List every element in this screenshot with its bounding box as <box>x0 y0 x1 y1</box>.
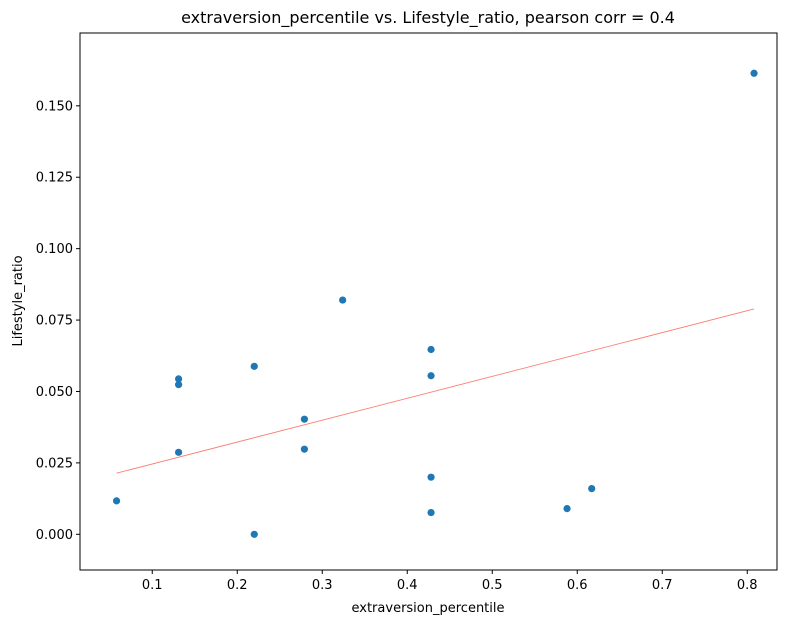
plot-frame <box>79 32 778 571</box>
x-tick-label: 0.4 <box>397 578 418 593</box>
scatter-point <box>427 372 435 380</box>
scatter-point <box>588 484 596 493</box>
scatter-point <box>175 381 183 389</box>
x-axis-label: extraversion_percentile <box>352 601 505 616</box>
scatter-point <box>175 448 183 456</box>
x-tick-label: 0.2 <box>227 578 248 593</box>
x-tick-label: 0.5 <box>482 578 503 593</box>
scatter-point <box>175 375 183 383</box>
scatter-point <box>300 415 308 423</box>
scatter-point <box>250 362 258 370</box>
y-tick-label: 0.050 <box>36 385 73 400</box>
scatter-point <box>427 473 435 481</box>
trendline-layer <box>116 308 755 474</box>
scatter-point <box>563 504 571 513</box>
scatter-point <box>750 69 758 77</box>
x-tick-label: 0.6 <box>567 578 588 593</box>
x-axis-ticks: 0.1 0.2 0.3 0.4 0.5 0.6 0.7 0.8 <box>142 570 758 593</box>
y-tick-label: 0.075 <box>36 314 73 329</box>
y-tick-label: 0.025 <box>36 456 73 471</box>
y-tick-label: 0.100 <box>36 242 73 257</box>
y-tick-label: 0.150 <box>36 99 73 114</box>
scatter-point <box>300 445 308 453</box>
y-tick-label: 0.000 <box>36 528 73 543</box>
scatter-points <box>112 69 758 538</box>
scatter-point <box>339 296 347 304</box>
plot-area <box>80 33 777 570</box>
x-tick-label: 0.3 <box>312 578 333 593</box>
x-tick-label: 0.8 <box>737 578 758 593</box>
scatter-point <box>112 497 121 505</box>
x-tick-label: 0.7 <box>652 578 673 593</box>
y-axis-ticks: 0.000 0.025 0.050 0.075 0.100 0.125 0.150 <box>36 99 80 543</box>
trendline <box>116 308 755 474</box>
x-tick-label: 0.1 <box>142 578 163 593</box>
scatter-point <box>427 508 435 517</box>
y-tick-label: 0.125 <box>36 171 73 186</box>
scatter-point <box>250 530 258 538</box>
chart-title: extraversion_percentile vs. Lifestyle_ra… <box>181 8 675 28</box>
scatter-point <box>427 345 435 354</box>
y-axis-label: Lifestyle_ratio <box>11 255 26 346</box>
